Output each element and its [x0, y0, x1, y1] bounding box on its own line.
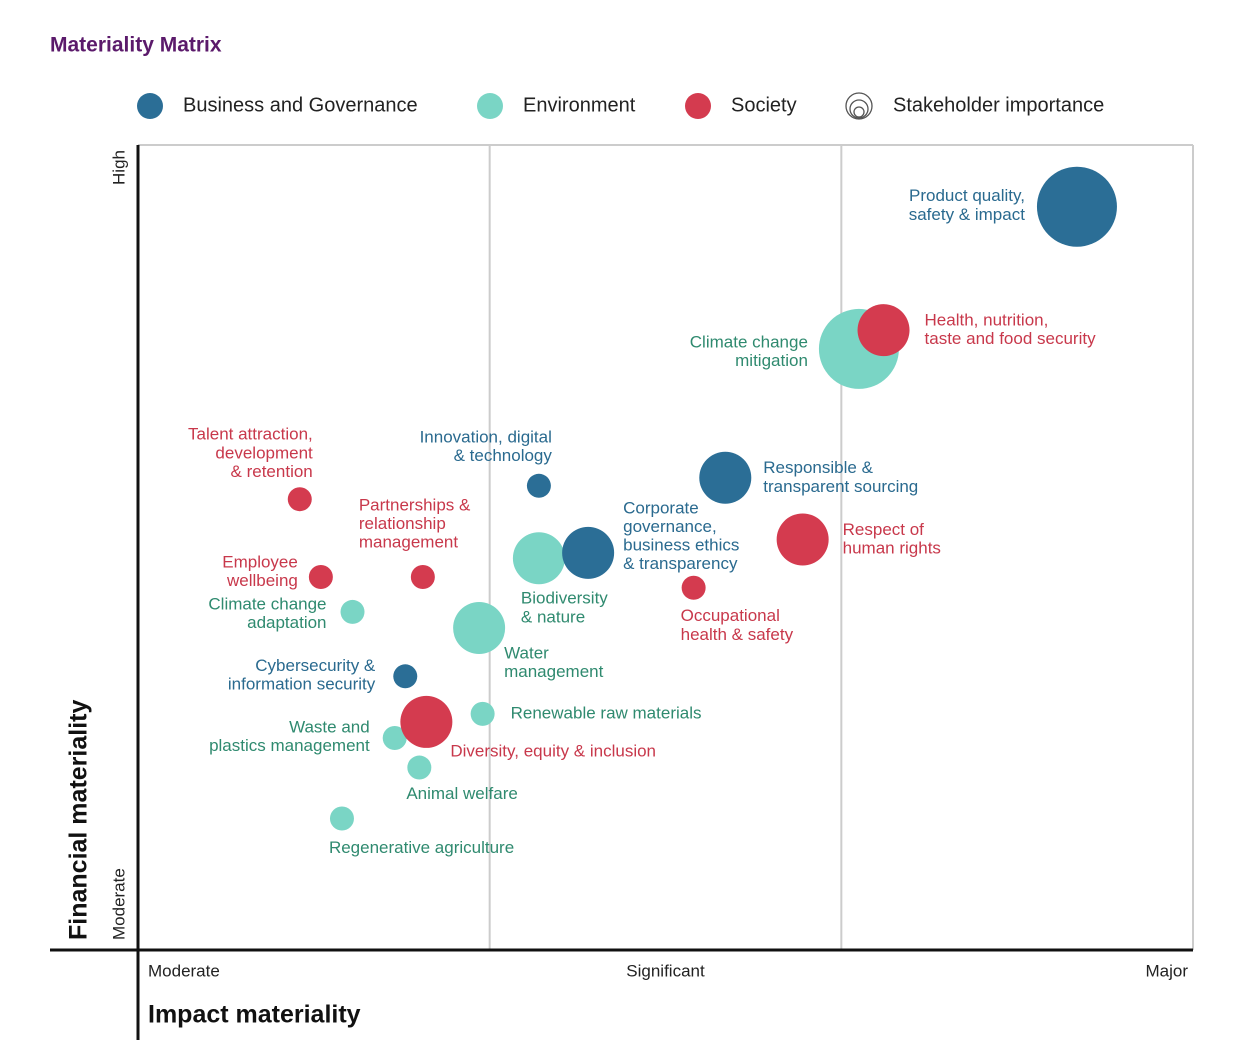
bubble-label: health & safety [681, 625, 794, 644]
bubble-label: Partnerships & [359, 496, 471, 515]
bubble-label: & retention [231, 462, 313, 481]
bubble-label: business ethics [623, 536, 739, 555]
bubble-label: & nature [521, 607, 585, 626]
bubble [699, 451, 752, 504]
bubble-label: plastics management [209, 736, 370, 755]
bubble [308, 565, 333, 590]
bubble [287, 487, 312, 512]
bubble [340, 599, 365, 624]
bubble-label: Talent attraction, [188, 425, 313, 444]
bubble [681, 575, 706, 600]
bubble-label: governance, [623, 517, 717, 536]
bubble [400, 695, 453, 748]
chart-title: Materiality Matrix [50, 34, 222, 57]
legend-label: Environment [523, 94, 636, 116]
bubble-label: information security [228, 674, 376, 693]
bubble-label: taste and food security [925, 329, 1097, 348]
bubble-label: Health, nutrition, [925, 311, 1049, 330]
bubble [1036, 166, 1117, 247]
bubble-label: human rights [843, 539, 941, 558]
x-tick-label: Significant [626, 961, 705, 980]
bubble-label: Climate change [208, 594, 326, 613]
legend-label: Business and Governance [183, 94, 418, 116]
legend-marker [685, 93, 711, 119]
bubble-label: Cybersecurity & [255, 656, 376, 675]
bubble [857, 304, 910, 357]
bubble-label: Responsible & [763, 458, 873, 477]
legend-marker [137, 93, 163, 119]
x-axis-title: Impact materiality [148, 1001, 361, 1029]
bubble-label: & transparency [623, 554, 738, 573]
bubble-label: adaptation [247, 613, 326, 632]
bubble-label: Biodiversity [521, 589, 608, 608]
size-legend-icon [845, 92, 873, 120]
bubble-label: Diversity, equity & inclusion [450, 741, 656, 760]
bubble-label: wellbeing [226, 571, 298, 590]
bubble-label: Product quality, [909, 186, 1025, 205]
y-tick-label: High [109, 150, 128, 185]
size-legend-label: Stakeholder importance [893, 94, 1104, 116]
bubble-label: Animal welfare [406, 784, 518, 803]
bubble-label: & technology [454, 446, 553, 465]
bubble-label: Renewable raw materials [511, 703, 702, 722]
bubble-label: Waste and [289, 718, 370, 737]
legend-marker [477, 93, 503, 119]
x-tick-label: Moderate [148, 961, 220, 980]
bubble [329, 806, 354, 831]
bubble-label: safety & impact [909, 205, 1025, 224]
bubble-label: Regenerative agriculture [329, 838, 514, 857]
bubble-label: transparent sourcing [763, 477, 918, 496]
bubble-label: Occupational [681, 606, 780, 625]
bubble [526, 473, 551, 498]
bubble [382, 726, 407, 751]
bubble-label: Corporate [623, 498, 699, 517]
bubble-label: Respect of [843, 520, 925, 539]
bubble [393, 664, 418, 689]
bubble-label: mitigation [735, 351, 808, 370]
bubble-label: management [504, 662, 604, 681]
legend-label: Society [731, 94, 797, 116]
bubble [776, 513, 829, 566]
bubble [562, 526, 615, 579]
bubble-label: management [359, 533, 459, 552]
bubble [453, 602, 506, 654]
bubble-label: Employee [222, 553, 298, 572]
bubble [410, 565, 435, 590]
bubble [512, 532, 565, 585]
bubble [407, 755, 432, 780]
bubble [470, 701, 495, 726]
y-axis-title: Financial materiality [65, 700, 93, 940]
bubble-label: Water [504, 643, 549, 662]
bubble-label: relationship [359, 514, 446, 533]
y-tick-label: Moderate [109, 868, 128, 940]
bubble-label: Climate change [690, 332, 808, 351]
bubble-label: development [215, 443, 313, 462]
x-tick-label: Major [1145, 961, 1188, 980]
bubble-label: Innovation, digital [420, 427, 552, 446]
